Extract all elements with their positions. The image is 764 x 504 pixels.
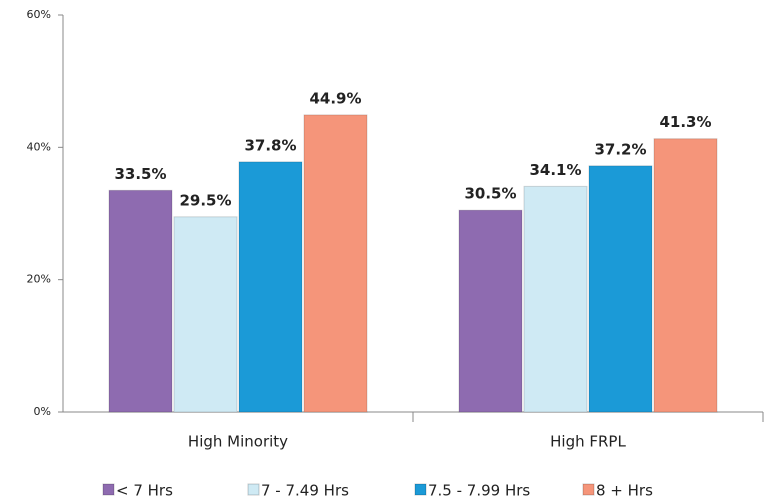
bar: [303, 114, 368, 413]
bar: [238, 161, 303, 413]
data-label: 37.8%: [244, 136, 296, 154]
data-label: 37.2%: [594, 140, 646, 158]
data-label: 33.5%: [114, 165, 166, 183]
bar: [523, 185, 588, 413]
legend-label: 8 + Hrs: [596, 482, 653, 500]
data-label: 44.9%: [309, 89, 361, 107]
bar: [588, 165, 653, 413]
y-tick-label: 0%: [34, 405, 51, 418]
data-label: 30.5%: [464, 185, 516, 203]
bar: [173, 216, 238, 413]
bar: [653, 138, 718, 413]
data-label: 34.1%: [529, 161, 581, 179]
legend-label: 7.5 - 7.99 Hrs: [428, 482, 530, 500]
legend-swatch: [582, 483, 595, 496]
legend-label: < 7 Hrs: [116, 482, 173, 500]
legend-label: 7 - 7.49 Hrs: [261, 482, 349, 500]
legend-swatch: [102, 483, 115, 496]
legend-swatch: [414, 483, 427, 496]
data-label: 29.5%: [179, 191, 231, 209]
y-tick-label: 20%: [27, 273, 51, 286]
bar: [458, 209, 523, 413]
y-tick-label: 40%: [27, 140, 51, 153]
x-tick-label: High FRPL: [550, 433, 626, 451]
y-tick-label: 60%: [27, 8, 51, 21]
x-tick-label: High Minority: [188, 433, 288, 451]
legend-swatch: [247, 483, 260, 496]
data-label: 41.3%: [659, 113, 711, 131]
bar: [108, 189, 173, 413]
